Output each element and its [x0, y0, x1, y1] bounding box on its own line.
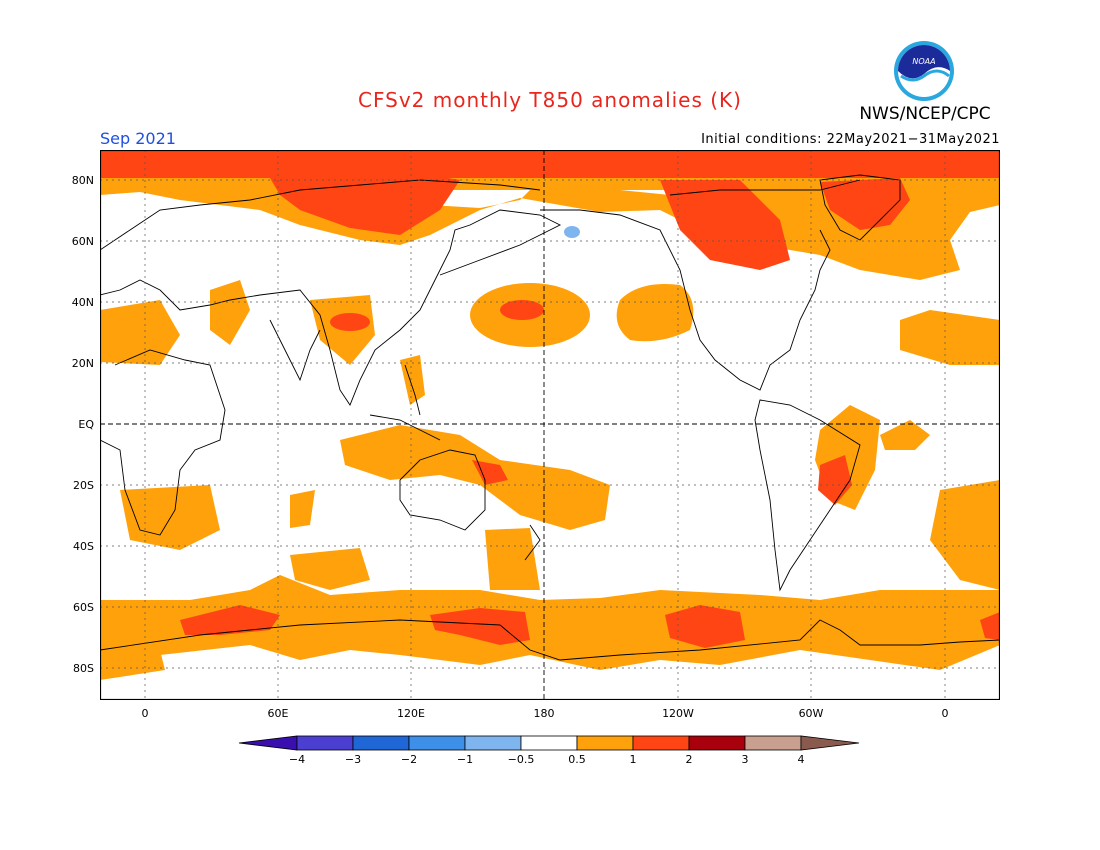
colorbar-label: 4 — [797, 753, 805, 766]
colorbar-label: −2 — [400, 753, 418, 766]
colorbar-box — [520, 735, 578, 751]
colorbar-label: 2 — [685, 753, 693, 766]
colorbar-box — [688, 735, 746, 751]
lon-label-60e: 60E — [267, 707, 289, 720]
reference-lines — [100, 150, 1000, 700]
lon-label-60w: 60W — [798, 707, 824, 720]
anomaly-map — [100, 150, 1000, 700]
colorbar-label: 0.5 — [568, 753, 586, 766]
noaa-logo: NOAA — [894, 41, 954, 101]
svg-text:NOAA: NOAA — [912, 57, 935, 66]
lat-label-60s: 60S — [73, 601, 94, 614]
lon-label-0: 0 — [141, 707, 149, 720]
colorbar-box — [744, 735, 802, 751]
lat-label-20n: 20N — [71, 357, 94, 370]
colorbar-label: 1 — [629, 753, 637, 766]
colorbar-box — [576, 735, 634, 751]
coastlines — [100, 174, 1000, 661]
colorbar-box — [632, 735, 690, 751]
lon-label-120w: 120W — [662, 707, 694, 720]
lat-label-eq: EQ — [78, 418, 94, 431]
map-frame — [100, 150, 1000, 700]
forecast-month: Sep 2021 — [100, 129, 176, 148]
initial-conditions: Initial conditions: 22May2021−31May2021 — [701, 132, 1000, 147]
lat-label-40n: 40N — [71, 296, 94, 309]
anomaly-negative-region — [564, 226, 580, 238]
lat-label-80s: 80S — [73, 662, 94, 675]
anomaly-1-2-regions — [100, 150, 1000, 648]
lat-label-20s: 20S — [73, 479, 94, 492]
lat-label-40s: 40S — [73, 540, 94, 553]
colorbar-box — [352, 735, 410, 751]
lat-label-60n: 60N — [71, 235, 94, 248]
map-title: CFSv2 monthly T850 anomalies (K) — [358, 88, 742, 112]
colorbar-label: 3 — [741, 753, 749, 766]
colorbar-label: −3 — [344, 753, 362, 766]
lon-label-180: 180 — [533, 707, 555, 720]
lon-label-120e: 120E — [397, 707, 425, 720]
colorbar-box — [408, 735, 466, 751]
graticule — [100, 150, 1000, 700]
colorbar-label: −0.5 — [507, 753, 535, 766]
lat-label-80n: 80N — [71, 174, 94, 187]
colorbar-arrow-high — [800, 735, 860, 751]
colorbar-box — [464, 735, 522, 751]
colorbar-box — [296, 735, 354, 751]
colorbar-label: −4 — [288, 753, 306, 766]
colorbar — [238, 735, 860, 751]
lon-label-0-east: 0 — [941, 707, 949, 720]
colorbar-label: −1 — [456, 753, 474, 766]
agency-label: NWS/NCEP/CPC — [859, 104, 991, 124]
colorbar-arrow-low — [238, 735, 298, 751]
